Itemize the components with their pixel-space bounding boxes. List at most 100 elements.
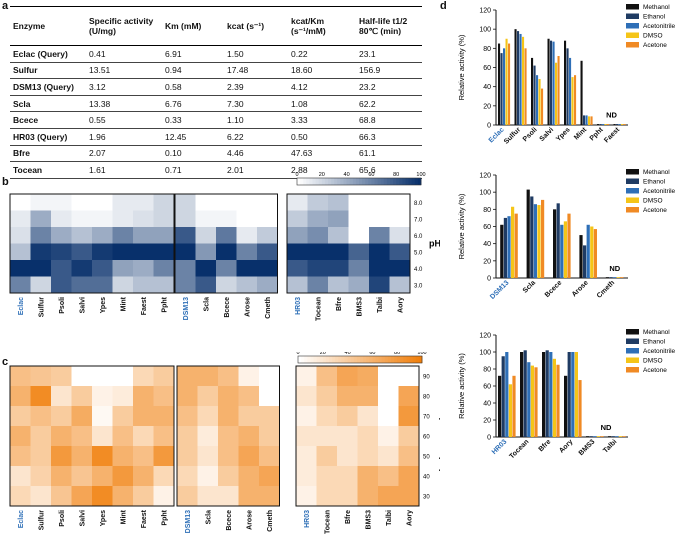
bar: [616, 277, 620, 278]
heatmap-column-label: Aory: [406, 510, 413, 526]
header-kcat-km: kcat/Km (s⁻¹/mM): [288, 6, 356, 46]
heatmap-cell: [51, 466, 72, 487]
colorbar-tick-label: 100: [416, 172, 425, 178]
heatmap-cell: [296, 446, 317, 467]
colorbar-frame: [296, 177, 422, 186]
value-cell: 4.12: [288, 78, 356, 96]
heatmap-column-label: DSM13: [185, 510, 192, 533]
value-cell: 6.76: [162, 95, 224, 113]
heatmap-row-label: 80: [423, 395, 430, 401]
heatmap-cell: [369, 194, 390, 211]
heatmap-cell: [296, 366, 317, 387]
heatmap-cell: [197, 466, 219, 487]
heatmap-cell: [378, 366, 399, 387]
value-cell: 0.71: [162, 161, 224, 179]
colorbar-segment: [324, 178, 329, 185]
bar: [566, 48, 569, 126]
heatmap-cell: [236, 260, 258, 277]
heatmap-cell: [316, 406, 338, 427]
bar: [578, 380, 582, 437]
heatmap-column-label: Cmeth: [267, 510, 274, 532]
value-cell: 0.10: [162, 145, 224, 163]
legend-label: DMSO: [643, 358, 663, 365]
heatmap-cell: [357, 486, 379, 507]
bar: [560, 224, 564, 278]
bar: [514, 29, 517, 126]
heatmap-cell: [378, 406, 399, 427]
heatmap-cell: [112, 194, 134, 211]
value-cell: 156.9: [356, 62, 422, 80]
bar: [600, 436, 604, 437]
bar: [607, 124, 610, 125]
heatmap-cell: [389, 276, 411, 294]
table-row: Sulfur 13.51 0.94 17.48 18.60 156.9: [10, 62, 422, 80]
heatmap-cell: [175, 194, 196, 211]
colorbar-segment: [301, 356, 305, 363]
heatmap-cell: [259, 466, 280, 487]
bar: [574, 352, 578, 437]
category-label: Tocean: [508, 438, 530, 460]
header-kcat: kcat (s⁻¹): [224, 6, 288, 46]
colorbar-segment: [304, 356, 308, 363]
heatmap-cell: [177, 386, 198, 407]
heatmap-column-label: Cmeth: [265, 297, 272, 319]
bar: [530, 365, 534, 437]
heatmap-cell: [153, 366, 175, 387]
legend-swatch: [626, 32, 639, 38]
heatmap-cell: [133, 243, 154, 261]
heatmap-column-label: Eclac: [18, 510, 25, 528]
colorbar-segment: [406, 356, 410, 363]
value-cell: 61.1: [356, 145, 422, 163]
heatmap-cell: [92, 406, 113, 427]
value-cell: 2.07: [86, 145, 162, 163]
colorbar-segment: [329, 356, 333, 363]
legend-swatch: [626, 338, 639, 344]
value-cell: 1.50: [224, 45, 288, 63]
heatmap-column-label: DSM13: [183, 297, 190, 320]
heatmap-cell: [236, 227, 258, 244]
colorbar-segment: [400, 356, 404, 363]
heatmap-column-label: Salvi: [79, 297, 86, 313]
value-cell: 13.51: [86, 62, 162, 80]
heatmap-row-label: 30: [423, 495, 430, 501]
colorbar-segment: [346, 178, 351, 185]
bar: [593, 229, 597, 278]
heatmap-cell: [238, 426, 260, 447]
heatmap-cell: [328, 210, 349, 228]
heatmap-cell: [175, 227, 196, 244]
heatmap-cell: [112, 243, 134, 261]
heatmap-cell: [257, 276, 278, 294]
heatmap-row-label: 7.0: [414, 217, 423, 223]
colorbar-segment: [328, 178, 332, 185]
heatmap-cell: [92, 466, 113, 487]
bar: [586, 436, 590, 437]
heatmap-cell: [389, 260, 411, 277]
heatmap-cell: [92, 260, 113, 277]
legend-label: Acetone: [643, 42, 667, 49]
legend-label: Acetonitrile: [643, 23, 676, 30]
value-cell: 0.41: [86, 45, 162, 63]
bar: [519, 33, 522, 126]
kinetics-table: Enzyme Specific activity (U/mg) Km (mM) …: [10, 6, 422, 179]
legend-label: DMSO: [643, 33, 663, 40]
heatmap-cell: [328, 260, 349, 277]
heatmap-cell: [307, 260, 329, 277]
category-label: Cmeth: [596, 279, 616, 299]
heatmap-cell: [348, 243, 370, 261]
heatmap-cell: [133, 406, 154, 427]
bar: [557, 56, 560, 125]
heatmap-row-label: 5.0: [414, 250, 423, 256]
heatmap-column-label: Mint: [120, 509, 127, 524]
heatmap-axis-label: Temperature (℃): [439, 400, 440, 472]
heatmap-cell: [71, 446, 93, 467]
heatmap-cell: [218, 426, 239, 447]
heatmap-cell: [378, 426, 399, 447]
heatmap-cell: [175, 260, 196, 277]
colorbar-segment: [360, 356, 364, 363]
bar: [556, 364, 560, 437]
heatmap-cell: [133, 210, 154, 228]
bar: [604, 124, 607, 125]
heatmap-cell: [218, 386, 239, 407]
heatmap-cell: [30, 386, 52, 407]
bar: [556, 203, 560, 278]
